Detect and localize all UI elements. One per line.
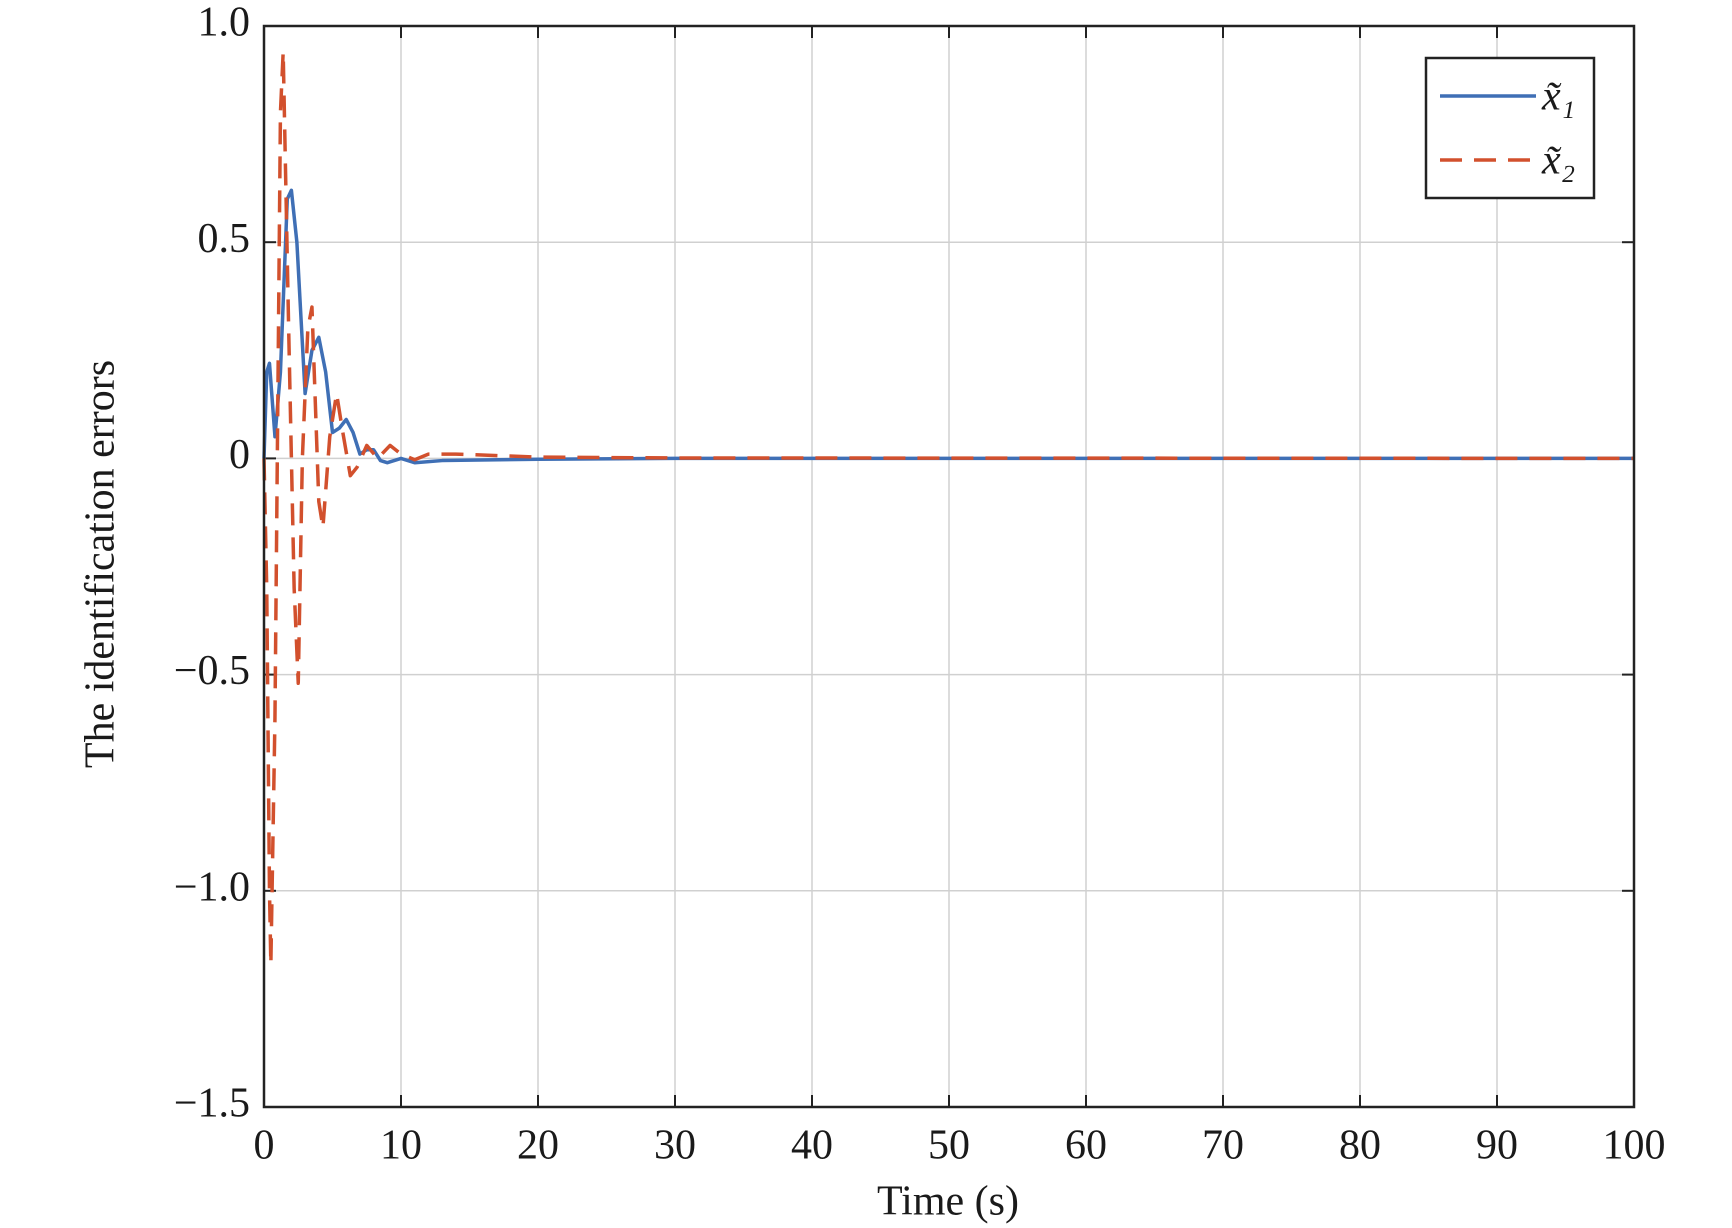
x-tick-label: 30 [654,1123,696,1169]
x-axis-label: Time (s) [877,1179,1019,1225]
x-tick-label: 50 [928,1123,970,1169]
x-tick-label: 90 [1476,1123,1518,1169]
plot-frame [262,24,1636,1109]
y-tick-label: −1.5 [174,1081,250,1127]
legend-label: x̃₁ [1541,74,1575,120]
x-tick-label: 60 [1065,1123,1107,1169]
x-tick-label: 40 [791,1123,833,1169]
legend-box [1424,56,1596,200]
x-tick-label: 20 [517,1123,559,1169]
series-line [262,188,1634,465]
x-tick-label: 80 [1339,1123,1381,1169]
y-tick-label: 1.0 [198,0,251,46]
series-line [262,50,1635,967]
y-tick-label: 0.5 [198,216,251,262]
legend-label: x̃₂ [1541,138,1575,184]
y-tick-label: −1.0 [174,864,250,910]
y-tick-label: −0.5 [174,648,250,694]
x-tick-label: 100 [1603,1123,1666,1169]
y-tick-label: 0 [229,432,250,478]
y-axis-label: The identification errors [78,360,124,768]
x-tick-label: 10 [380,1123,422,1169]
x-tick-label: 70 [1202,1123,1244,1169]
x-tick-label: 0 [254,1123,275,1169]
